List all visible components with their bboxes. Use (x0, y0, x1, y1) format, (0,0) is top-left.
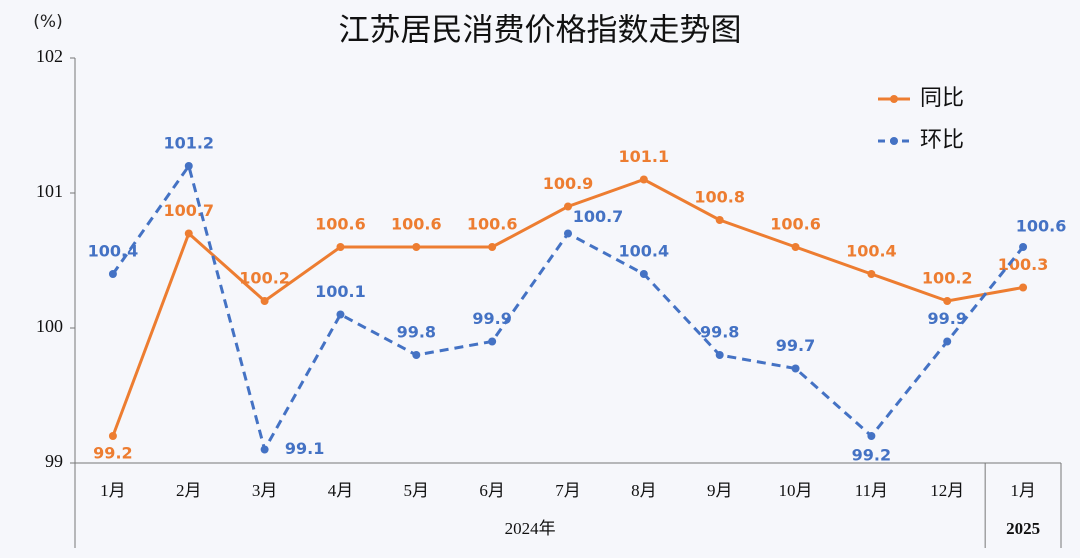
group-label: 2024年 (505, 519, 556, 538)
x-tick-label: 3月 (252, 481, 278, 500)
data-label: 99.2 (93, 444, 132, 463)
y-tick-label: 102 (36, 46, 63, 66)
point (639, 175, 648, 184)
point (715, 216, 724, 224)
point (108, 270, 117, 278)
y-tick-label: 99 (45, 451, 63, 471)
point (108, 432, 117, 440)
data-label: 100.6 (315, 215, 366, 234)
point (791, 243, 800, 251)
point (564, 202, 572, 211)
x-tick-label: 10月 (779, 481, 813, 500)
y-tick-label: 100 (36, 316, 63, 336)
data-label: 100.8 (694, 188, 745, 207)
point (336, 310, 345, 319)
data-label: 99.9 (927, 309, 966, 328)
data-label: 99.8 (700, 323, 739, 342)
data-label: 99.7 (776, 336, 815, 355)
x-tick-label: 11月 (855, 481, 888, 500)
x-tick-label: 12月 (930, 481, 964, 500)
data-label: 99.2 (852, 446, 891, 465)
point (412, 351, 421, 359)
data-label: 100.9 (543, 174, 594, 193)
x-tick-label: 8月 (631, 481, 657, 500)
point (867, 432, 876, 440)
x-tick-label: 9月 (707, 481, 733, 500)
x-tick-label: 5月 (404, 481, 430, 500)
data-label: 100.4 (619, 242, 670, 261)
data-label: 101.1 (619, 147, 670, 166)
point (184, 229, 193, 238)
point (1019, 243, 1028, 251)
point (260, 297, 269, 305)
group-label: 2025 (1006, 519, 1040, 538)
chart-title: 江苏居民消费价格指数走势图 (339, 13, 742, 49)
legend-label: 同比 (920, 86, 964, 111)
x-tick-label: 2月 (176, 481, 202, 500)
data-label: 100.6 (467, 215, 518, 234)
data-label: 100.2 (922, 269, 973, 288)
data-label: 100.7 (573, 207, 624, 226)
x-tick-label: 7月 (555, 481, 581, 500)
point (488, 337, 497, 346)
legend-marker (890, 95, 898, 103)
data-label: 100.6 (1016, 217, 1067, 236)
data-label: 100.3 (998, 255, 1049, 274)
data-label: 101.2 (163, 134, 214, 153)
data-label: 100.4 (88, 242, 139, 261)
point (1019, 283, 1028, 292)
data-label: 100.2 (239, 269, 290, 288)
x-tick-label: 1月 (100, 481, 126, 500)
point (943, 297, 952, 305)
data-label: 99.8 (397, 323, 436, 342)
point (867, 270, 876, 278)
legend-label: 环比 (920, 128, 964, 153)
point (943, 337, 952, 346)
point (184, 162, 193, 170)
legend-marker (890, 137, 898, 145)
y-axis-label: (%) (33, 12, 62, 32)
point (715, 351, 724, 359)
x-tick-label: 6月 (479, 481, 505, 500)
data-label: 99.9 (472, 309, 511, 328)
y-tick-label: 101 (36, 181, 63, 201)
data-label: 100.7 (163, 201, 214, 220)
x-tick-label: 1月 (1010, 481, 1036, 500)
data-label: 100.4 (846, 242, 897, 261)
point (639, 270, 648, 278)
data-label: 100.6 (770, 215, 821, 234)
point (412, 243, 421, 251)
point (488, 243, 497, 251)
point (791, 364, 800, 373)
point (260, 445, 269, 454)
x-tick-label: 4月 (328, 481, 354, 500)
point (336, 243, 345, 251)
data-label: 100.6 (391, 215, 442, 234)
data-label: 99.1 (285, 439, 324, 458)
point (564, 229, 572, 238)
data-label: 100.1 (315, 282, 366, 301)
